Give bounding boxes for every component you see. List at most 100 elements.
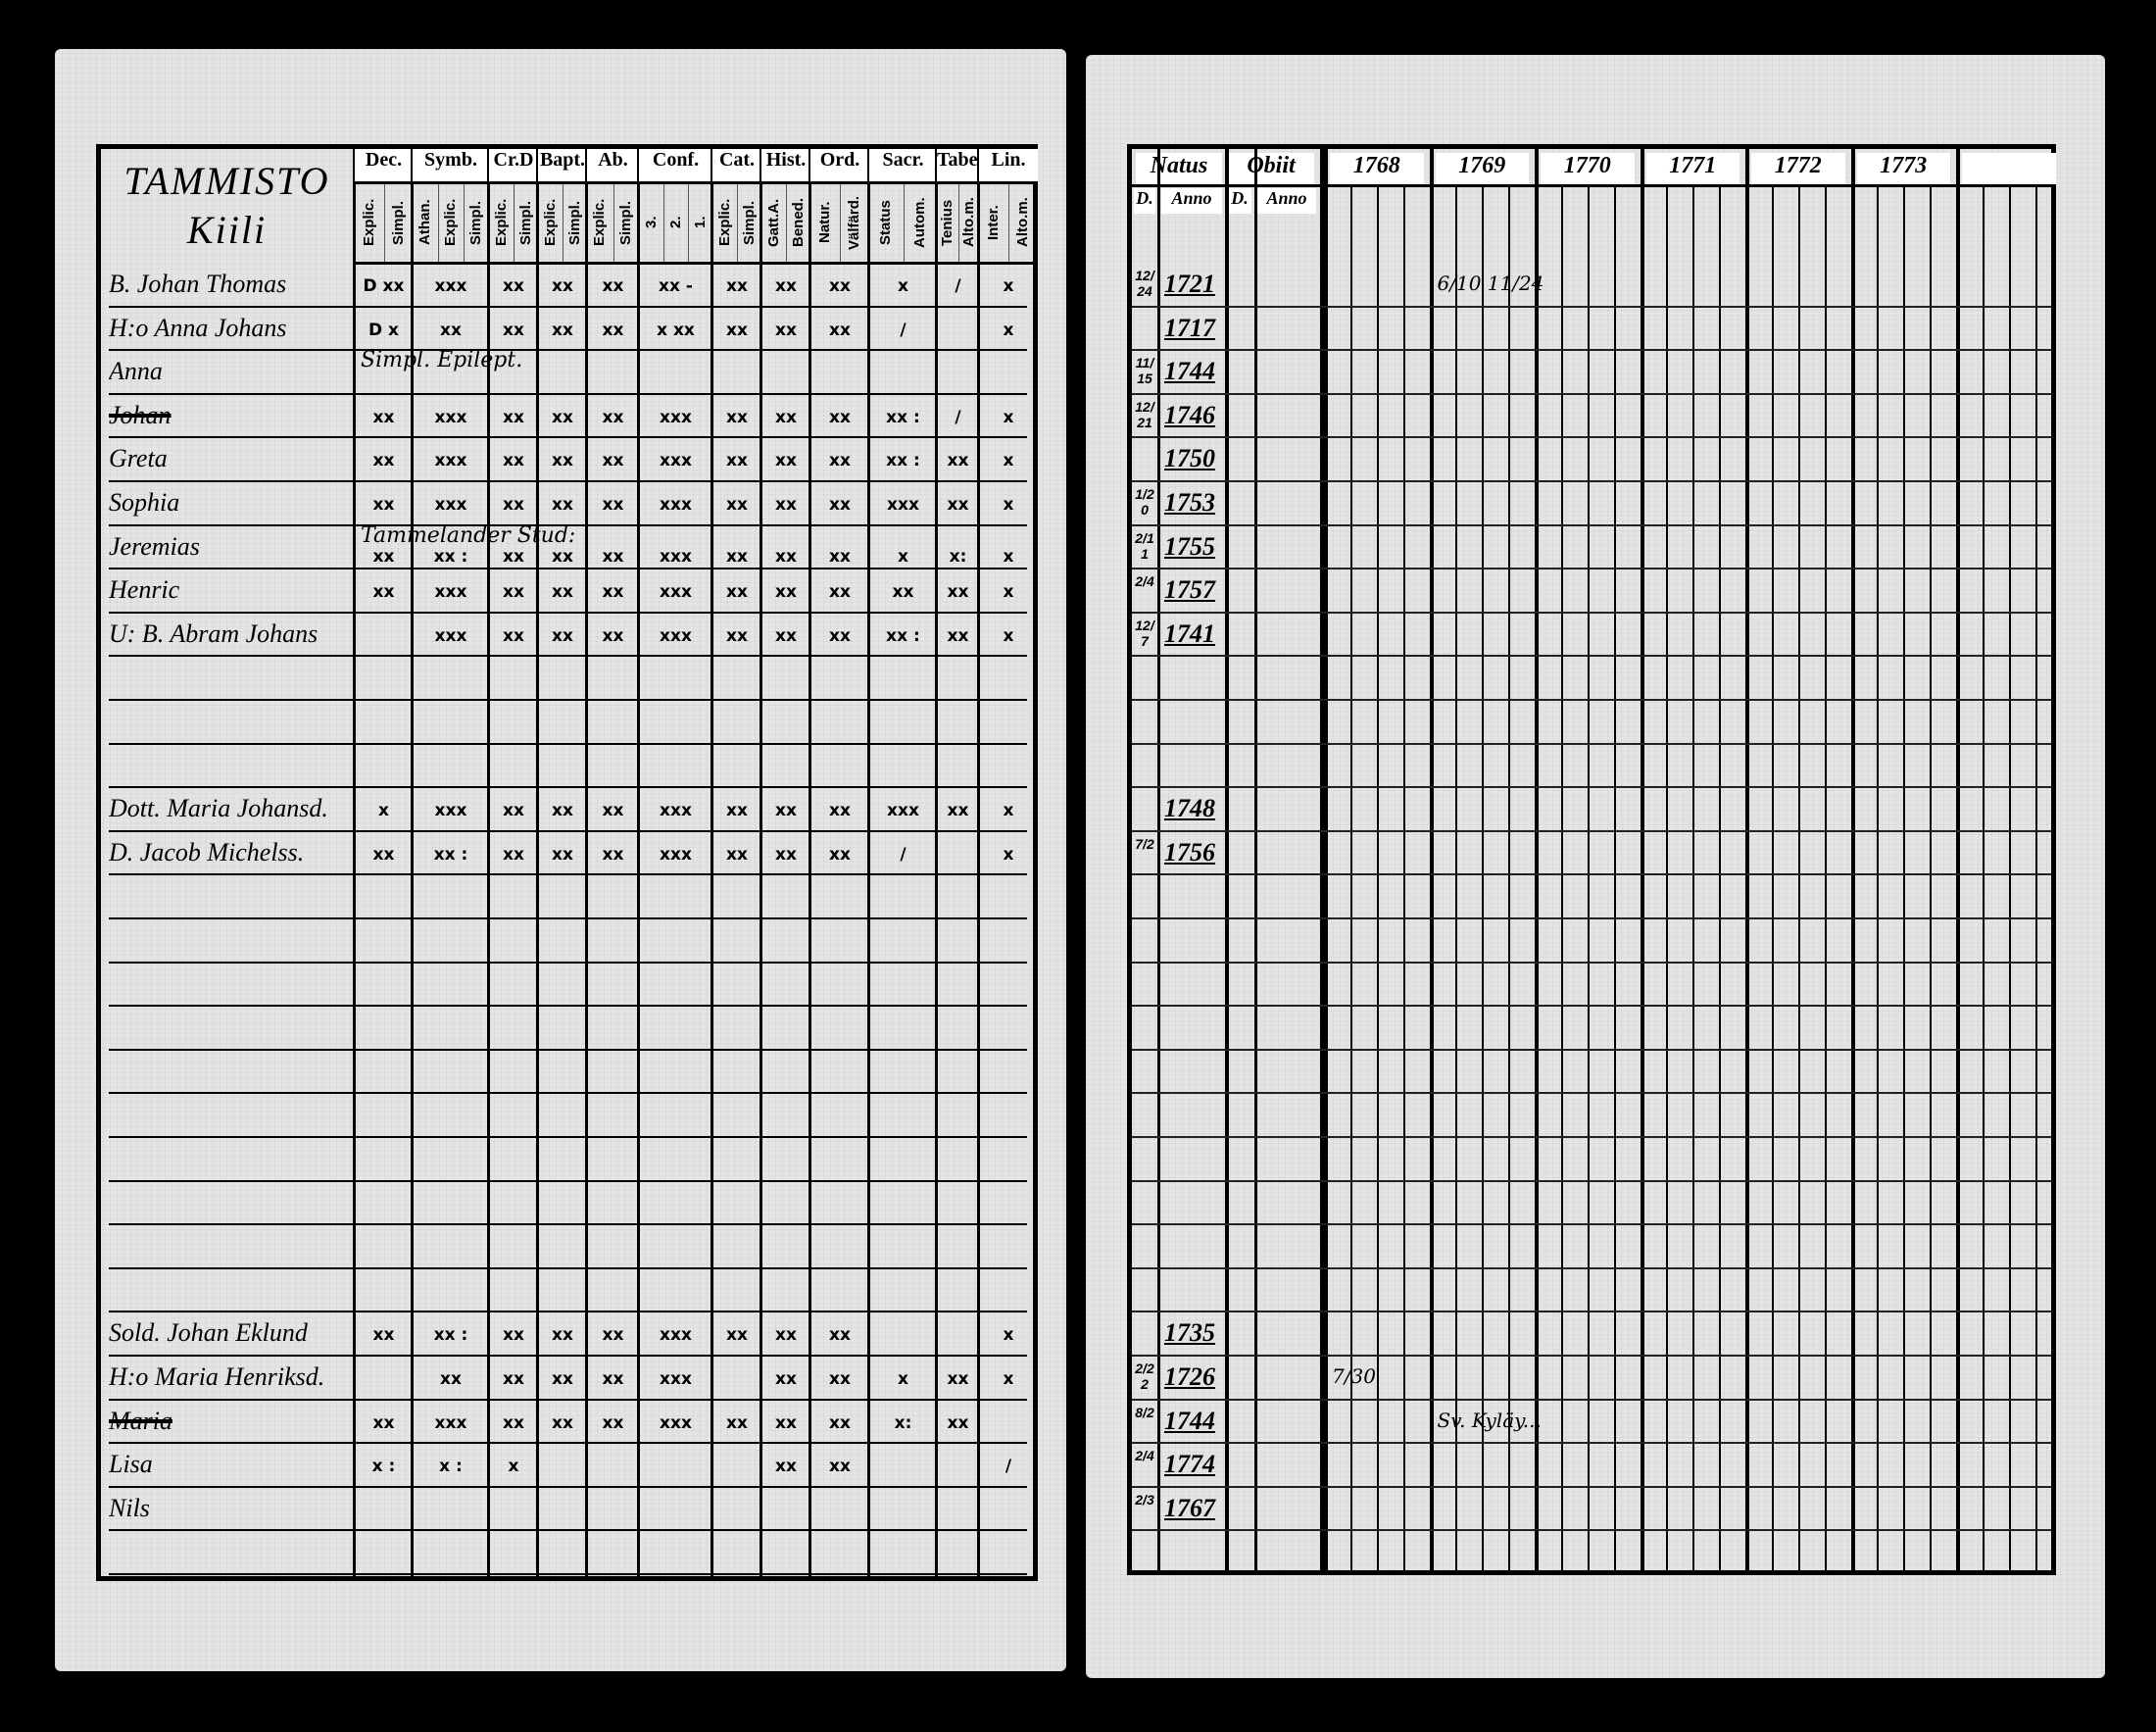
row-rule <box>1132 786 2051 789</box>
birth-day: 2/11 <box>1135 529 1154 562</box>
examination-mark: / <box>900 844 906 865</box>
year-header: 1772 <box>1751 153 1845 184</box>
subcolumn-divider <box>903 184 905 263</box>
year-divider <box>1745 149 1749 1570</box>
column-subheader: Natur. <box>816 201 833 244</box>
year-subcolumn <box>2008 184 2011 1570</box>
column-subheader: Explic. <box>361 198 377 247</box>
examination-mark: x <box>1003 320 1014 340</box>
examination-mark: xx <box>372 451 395 471</box>
column-header: Cr.D <box>489 149 538 184</box>
examination-mark: xx <box>503 1412 524 1433</box>
examination-mark: x xx <box>657 320 695 340</box>
examination-mark: xx <box>775 320 797 340</box>
examination-mark: x <box>378 801 389 821</box>
examination-mark: / <box>955 276 961 296</box>
birth-year: 1726 <box>1164 1362 1215 1391</box>
birth-year: 1750 <box>1164 444 1215 473</box>
row-rule <box>1132 611 2051 614</box>
examination-mark: xx <box>829 625 851 646</box>
examination-mark: xx <box>552 1412 573 1433</box>
column-header: Bapt. <box>538 149 587 184</box>
examination-mark: xx <box>503 844 524 865</box>
examination-mark: xx <box>372 546 395 567</box>
examination-mark: x: <box>949 546 967 567</box>
row-rule <box>109 1223 1027 1226</box>
column-subheader: Tenius <box>939 199 956 246</box>
examination-mark: xxx <box>434 582 467 603</box>
examination-mark: xx <box>440 1369 462 1389</box>
examination-mark: xx <box>726 1412 748 1433</box>
subcolumn-divider <box>737 184 738 263</box>
column-header: Symb. <box>413 149 489 184</box>
examination-mark: xx <box>775 1457 797 1477</box>
row-rule <box>1132 873 2051 876</box>
year-header: 1770 <box>1541 153 1635 184</box>
year-subcolumn <box>1560 184 1563 1570</box>
obiit-year-header: Anno <box>1257 188 1316 214</box>
row-rule <box>1132 1266 2051 1269</box>
year-subcolumn <box>1587 184 1590 1570</box>
row-rule <box>109 1573 1027 1575</box>
column-divider <box>1254 149 1257 1570</box>
examination-mark: x <box>1003 844 1014 865</box>
examination-mark: xxx <box>887 495 919 515</box>
row-rule <box>109 523 1027 526</box>
year-divider <box>1850 149 1855 1570</box>
column-subheader: Simpl. <box>517 200 534 245</box>
communion-entry: Sv. Kyläy... <box>1437 1408 1542 1432</box>
examination-mark: xx <box>829 451 851 471</box>
person-name: D. Jacob Michelss. <box>109 837 305 866</box>
examination-mark: xx <box>829 1457 851 1477</box>
examination-mark: xx <box>372 495 395 515</box>
row-rule <box>109 699 1027 701</box>
row-rule <box>1132 523 2051 526</box>
examination-mark: xx <box>829 320 851 340</box>
examination-mark: x : <box>371 1457 396 1477</box>
column-divider <box>1157 149 1160 1570</box>
examination-mark: xx <box>440 320 462 340</box>
row-rule <box>109 742 1027 745</box>
row-rule <box>1132 961 2051 964</box>
examination-mark: xx <box>726 320 748 340</box>
examination-mark: xxx <box>434 451 467 471</box>
examination-mark: xx <box>372 407 395 427</box>
column-divider <box>867 149 870 1576</box>
column-subheader: 3. <box>643 216 660 229</box>
year-subcolumn <box>1482 184 1485 1570</box>
column-subheader: Explic. <box>442 198 459 247</box>
row-rule <box>109 1311 1027 1313</box>
column-divider <box>710 149 713 1576</box>
place-subtitle: Kiili <box>186 208 268 252</box>
year-subcolumn <box>1349 184 1352 1570</box>
row-rule <box>1132 1092 2051 1095</box>
person-name: U: B. Abram Johans <box>109 619 318 648</box>
year-subcolumn <box>1376 184 1379 1570</box>
examination-mark: xx <box>726 407 748 427</box>
birth-year: 1757 <box>1164 575 1215 605</box>
examination-mark: xx <box>829 582 851 603</box>
examination-mark: xxx <box>434 625 467 646</box>
left-register-page <box>55 49 1066 1671</box>
person-name: Lisa <box>109 1450 153 1479</box>
row-rule <box>1132 1223 2051 1226</box>
column-subheader: Simpl. <box>467 200 484 245</box>
examination-mark: xx <box>372 582 395 603</box>
examination-mark: x <box>898 276 908 296</box>
examination-mark: x <box>898 1369 908 1389</box>
header-divider <box>355 262 1033 265</box>
birth-day: 2/4 <box>1135 1448 1154 1464</box>
person-name: H:o Anna Johans <box>109 313 287 342</box>
examination-mark: xx <box>947 582 969 603</box>
row-rule <box>1132 392 2051 395</box>
examination-mark: xx <box>947 1412 969 1433</box>
row-rule <box>109 1092 1027 1095</box>
examination-mark: x <box>1003 546 1014 567</box>
birth-year: 1741 <box>1164 619 1215 648</box>
household-examination-table: TAMMISTO Kiili Dec. Explic. Simpl. Symb. Ath… <box>96 144 1038 1581</box>
examination-mark: xxx <box>660 451 692 471</box>
examination-mark: xx <box>372 844 395 865</box>
examination-mark: D x <box>368 320 399 340</box>
examination-mark: xx <box>602 407 624 427</box>
examination-mark: xx <box>503 276 524 296</box>
